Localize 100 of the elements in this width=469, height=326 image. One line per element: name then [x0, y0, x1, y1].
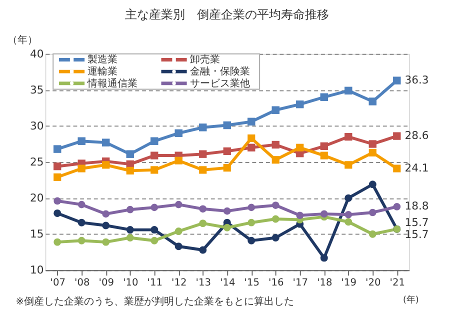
- point: [393, 76, 401, 84]
- point: [78, 200, 86, 208]
- point: [126, 226, 134, 234]
- point: [78, 218, 86, 226]
- y-axis-title: （年）: [7, 34, 38, 46]
- x-tick-label: '11: [147, 277, 162, 288]
- point: [272, 234, 280, 242]
- x-tick-label: '15: [244, 277, 260, 288]
- x-tick-label: '07: [50, 277, 66, 288]
- x-tick-label: '16: [268, 277, 284, 288]
- point: [150, 137, 158, 145]
- point: [199, 166, 207, 174]
- annotation: 24.1: [404, 161, 429, 174]
- point: [344, 210, 352, 218]
- y-tick-label: 35: [30, 83, 44, 96]
- legend-label: 金融・保険業: [190, 66, 250, 78]
- point: [272, 140, 280, 149]
- legend-label: 製造業: [88, 54, 118, 66]
- point: [393, 132, 401, 140]
- point: [126, 166, 134, 174]
- point: [344, 218, 352, 226]
- point: [78, 137, 86, 145]
- point: [344, 86, 352, 95]
- point: [174, 129, 182, 138]
- point: [320, 210, 328, 218]
- point: [320, 142, 328, 150]
- point: [248, 144, 256, 152]
- x-tick-label: '14: [220, 277, 236, 288]
- point: [78, 164, 86, 172]
- point: [223, 224, 231, 232]
- legend-label: 情報通信業: [86, 77, 138, 90]
- x-tick-label: '20: [366, 277, 381, 288]
- point: [368, 148, 376, 156]
- x-tick-label: '08: [74, 277, 90, 288]
- y-tick-label: 20: [30, 192, 44, 205]
- point: [296, 212, 304, 220]
- point: [78, 236, 86, 244]
- point: [54, 238, 62, 246]
- point: [126, 234, 134, 242]
- point: [174, 242, 182, 250]
- annotation: 18.8: [404, 200, 429, 213]
- point: [248, 236, 256, 244]
- x-tick-label: '19: [341, 277, 356, 288]
- annotation: 36.3: [404, 74, 429, 86]
- point: [248, 134, 256, 142]
- point: [199, 220, 207, 228]
- y-tick-label: 40: [30, 47, 44, 60]
- point: [54, 209, 62, 217]
- point: [53, 145, 62, 153]
- y-tick-label: 25: [30, 155, 44, 168]
- point: [320, 254, 328, 262]
- x-tick-label: '13: [196, 277, 211, 288]
- point: [102, 210, 110, 218]
- point: [102, 222, 110, 230]
- legend-label: 運輸業: [88, 66, 118, 78]
- point: [296, 100, 304, 108]
- annotation: 15.7: [404, 228, 429, 241]
- x-tick-label: '10: [122, 277, 138, 288]
- point: [368, 98, 377, 106]
- point: [174, 156, 182, 164]
- point: [126, 150, 134, 158]
- point: [368, 230, 376, 238]
- point: [150, 226, 158, 234]
- chart-title: 主な産業別 倒産企業の平均寿命推移: [125, 7, 330, 22]
- x-tick-label: '18: [317, 277, 332, 288]
- point: [320, 93, 328, 102]
- annotation: 28.6: [404, 129, 429, 142]
- point: [54, 162, 62, 170]
- point: [272, 215, 280, 223]
- y-tick-label: 10: [30, 264, 44, 277]
- point: [272, 202, 280, 209]
- point: [368, 180, 376, 188]
- point: [102, 238, 110, 246]
- x-axis-title: (年): [402, 294, 419, 306]
- point: [368, 140, 376, 148]
- point: [344, 132, 352, 141]
- y-tick-label: 15: [30, 228, 44, 241]
- point: [150, 204, 158, 212]
- point: [126, 206, 134, 214]
- point: [150, 152, 158, 160]
- point: [344, 194, 352, 202]
- point: [368, 208, 376, 216]
- point: [248, 118, 256, 126]
- point: [102, 161, 110, 169]
- point: [272, 106, 280, 114]
- point: [272, 156, 280, 164]
- point: [248, 218, 256, 226]
- point: [150, 236, 158, 244]
- point: [102, 138, 110, 146]
- legend-label: 卸売業: [190, 54, 220, 66]
- legend-label: サービス業他: [190, 77, 250, 90]
- point: [54, 197, 62, 205]
- x-tick-label: '12: [172, 277, 187, 288]
- point: [223, 147, 231, 156]
- point: [393, 164, 401, 172]
- text: ※倒産した企業のうち、業歴が判明した企業をもとに算出した: [16, 296, 294, 308]
- point: [344, 161, 352, 169]
- x-tick-label: '21: [390, 277, 405, 288]
- point: [296, 144, 304, 152]
- point: [320, 152, 328, 160]
